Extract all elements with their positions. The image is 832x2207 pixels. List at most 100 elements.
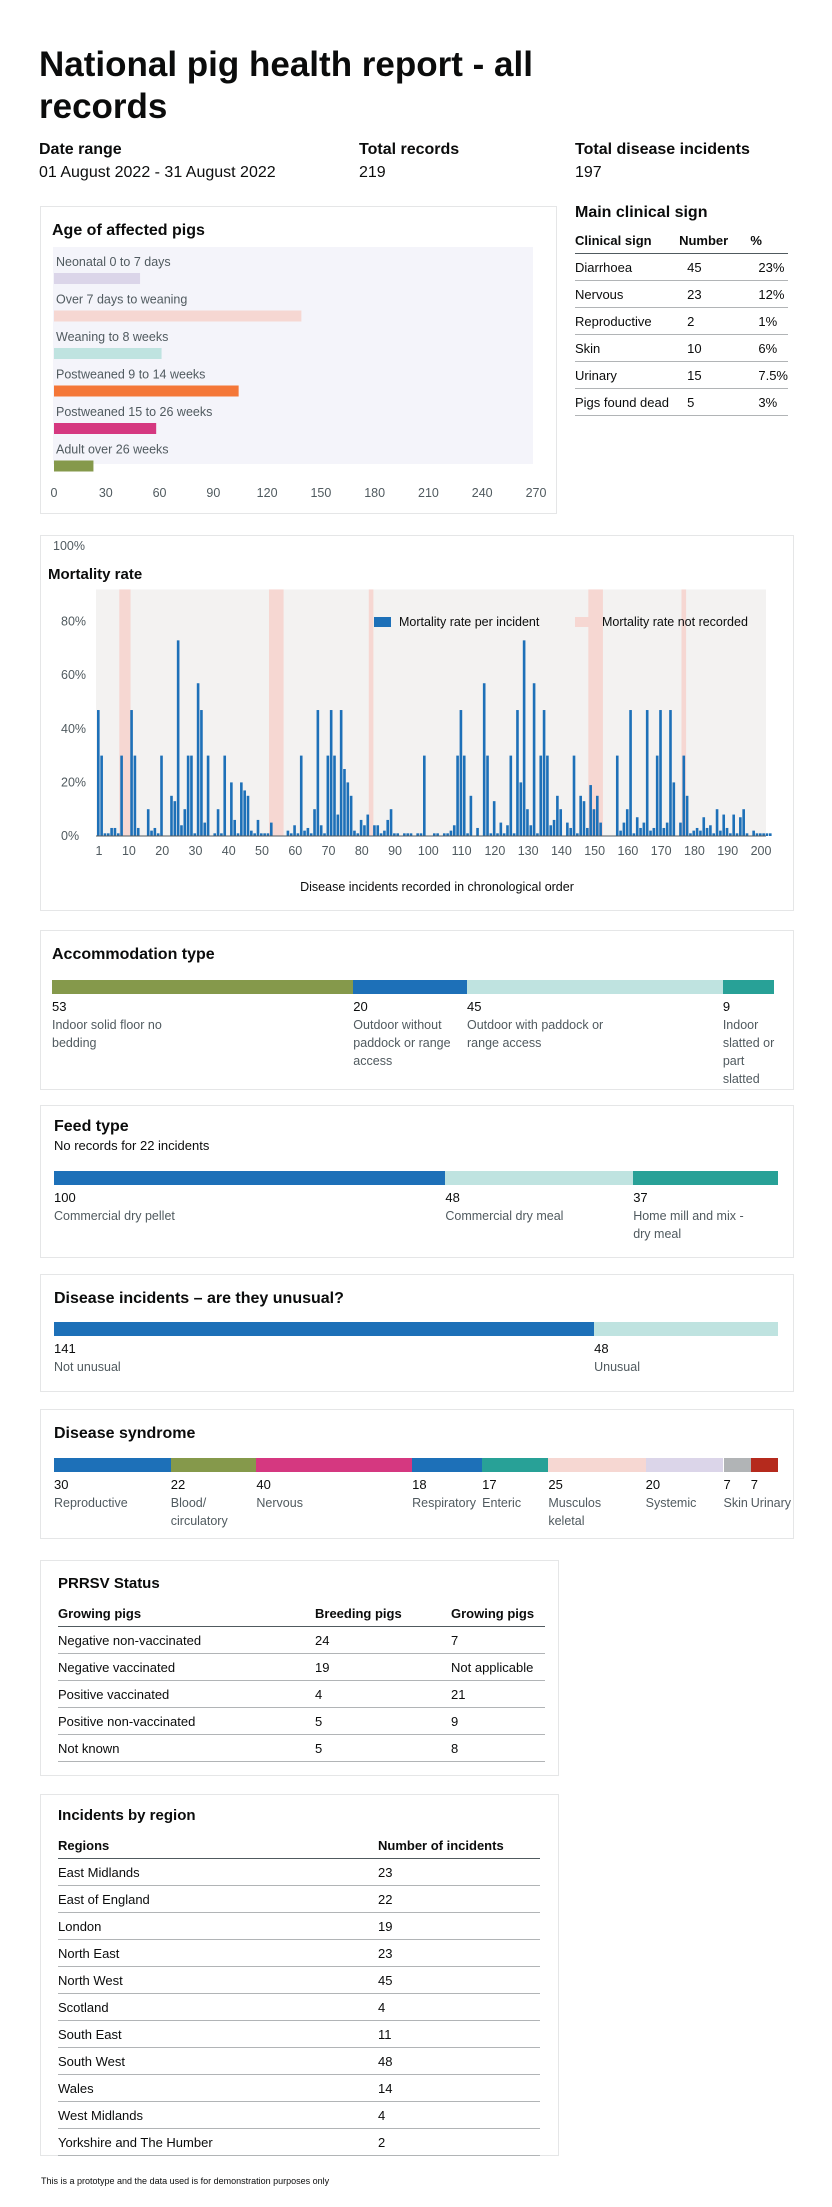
mortality-bar — [236, 833, 240, 836]
mortality-bar — [492, 801, 496, 836]
regions-cell: East of England — [58, 1885, 378, 1913]
mortality-bar — [712, 833, 716, 836]
regions-row: Scotland 4 — [58, 1993, 540, 2021]
prrsv-table: Growing pigs Breeding pigs Growing pigs … — [58, 1601, 545, 1762]
stacked-category: Outdoor with paddock or range access — [467, 1018, 604, 1050]
mortality-bar — [599, 822, 602, 836]
mortality-bar — [286, 830, 290, 836]
prrsv-cell: 5 — [315, 1734, 451, 1762]
regions-row: Wales 14 — [58, 2074, 540, 2102]
total-records-value: 219 — [359, 164, 386, 181]
syndrome-title: Disease syndrome — [54, 1425, 196, 1442]
mortality-bar — [256, 819, 260, 836]
mortality-bar — [719, 830, 722, 836]
mortality-x-tick: 50 — [255, 844, 269, 858]
regions-cell: 14 — [378, 2074, 540, 2102]
mortality-bar — [356, 833, 360, 836]
prrsv-row: Negative non-vaccinated 24 7 — [58, 1626, 545, 1654]
mortality-bar — [559, 809, 563, 836]
mortality-y-tick: 20% — [61, 775, 86, 789]
mortality-bar — [659, 710, 662, 836]
mortality-chart: 0%20%40%60%80%100%1 10 20 30 40 50 60 70 80 90 100… — [53, 539, 772, 894]
mortality-bar — [339, 710, 343, 836]
mortality-bar — [366, 814, 370, 836]
mortality-bar — [110, 827, 113, 836]
stacked-category: Enteric — [482, 1496, 522, 1510]
mortality-bar — [462, 755, 466, 836]
mortality-bar — [323, 833, 326, 836]
mortality-x-tick: 30 — [189, 844, 203, 858]
stacked-label: 30 Reproductive — [54, 1476, 144, 1512]
mortality-bar — [642, 822, 646, 836]
mortality-bar — [502, 833, 506, 836]
mortality-bar — [735, 833, 739, 836]
prrsv-header-breeding: Breeding pigs — [315, 1601, 451, 1627]
clinical-row: Diarrhoea 45 23% — [575, 253, 788, 281]
mortality-y-tick: 60% — [61, 668, 86, 682]
mortality-x-tick: 90 — [388, 844, 402, 858]
regions-cell: 19 — [378, 1912, 540, 1940]
stacked-label: 20 Systemic — [646, 1476, 720, 1512]
mortality-bar — [403, 833, 406, 836]
syndrome-card: Disease syndrome 30 Reproductive 22 Blood/ … — [40, 1409, 794, 1539]
mortality-bar — [190, 755, 193, 836]
stacked-value: 48 — [445, 1190, 460, 1205]
age-category-label: Postweaned 9 to 14 weeks — [56, 368, 205, 382]
age-chart-card: Age of affected pigs Neonatal 0 to 7 day… — [40, 206, 557, 514]
mortality-bar — [739, 817, 742, 836]
mortality-bar — [635, 817, 639, 836]
stacked-category: Nervous — [256, 1496, 303, 1510]
stacked-value: 141 — [54, 1341, 76, 1356]
mortality-bar — [246, 795, 250, 836]
regions-header-count: Number of incidents — [378, 1833, 540, 1859]
mortality-bar — [662, 827, 666, 836]
clinical-cell: 12% — [750, 280, 788, 308]
mortality-bar — [672, 782, 676, 836]
mortality-bar — [556, 795, 559, 836]
mortality-bar — [153, 827, 157, 836]
mortality-bar — [389, 809, 393, 836]
mortality-bar — [629, 710, 632, 836]
mortality-x-tick: 150 — [584, 844, 605, 858]
mortality-bar — [595, 795, 599, 836]
mortality-bar — [309, 833, 313, 836]
mortality-bar — [539, 755, 543, 836]
mortality-bar — [576, 833, 579, 836]
age-category-label: Neonatal 0 to 7 days — [56, 255, 171, 269]
age-x-tick: 240 — [472, 486, 493, 500]
mortality-bar — [432, 833, 436, 836]
mortality-bar — [759, 833, 762, 836]
mortality-bar — [695, 827, 699, 836]
stacked-label: 25 Musculos keletal — [548, 1476, 638, 1530]
legend-label-not-recorded: Mortality rate not recorded — [602, 615, 748, 629]
feed-subtitle: No records for 22 incidents — [54, 1138, 210, 1153]
mortality-bar — [489, 833, 493, 836]
mortality-bar — [522, 640, 526, 836]
clinical-header-percent: % — [750, 228, 788, 254]
age-x-tick: 270 — [526, 486, 547, 500]
regions-cell: South East — [58, 2020, 378, 2048]
stacked-category: Reproductive — [54, 1496, 128, 1510]
regions-cell: 4 — [378, 2101, 540, 2129]
stacked-value: 7 — [750, 1477, 758, 1492]
mortality-bar — [250, 830, 253, 836]
stacked-label: 22 Blood/ circulatory — [171, 1476, 253, 1530]
accommodation-title: Accommodation type — [52, 946, 215, 963]
stacked-label: 45 Outdoor with paddock or range access — [467, 998, 607, 1052]
mortality-bar — [582, 801, 586, 836]
mortality-y-tick: 100% — [53, 539, 85, 553]
stacked-segment — [594, 1322, 778, 1336]
mortality-bar — [615, 755, 619, 836]
stacked-segment — [723, 1458, 751, 1472]
clinical-cell: 45 — [679, 253, 751, 281]
mortality-bar — [652, 827, 656, 836]
clinical-cell: Nervous — [575, 280, 680, 308]
stacked-category: Musculos keletal — [548, 1496, 602, 1528]
unusual-bar: 141 Not unusual 48 Unusual — [54, 1322, 778, 1382]
mortality-bar — [196, 683, 200, 836]
mortality-x-tick: 20 — [155, 844, 169, 858]
mortality-bar — [299, 755, 303, 836]
mortality-bar — [459, 710, 463, 836]
regions-cell: 48 — [378, 2047, 540, 2075]
clinical-cell: 3% — [750, 388, 788, 416]
